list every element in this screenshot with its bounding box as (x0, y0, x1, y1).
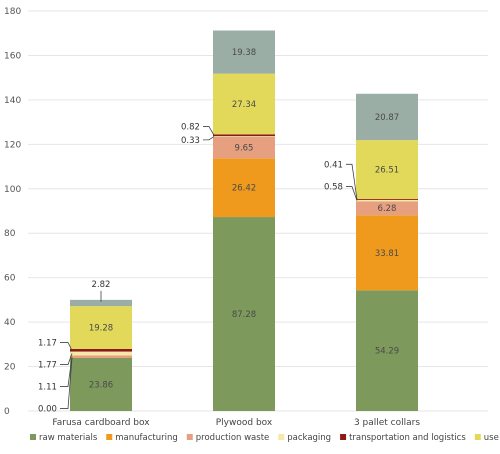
data-label: 9.65 (235, 144, 254, 154)
data-label: 1.77 (38, 361, 57, 371)
legend-swatch (186, 434, 193, 440)
y-tick-label: 40 (4, 318, 16, 328)
callout-line (60, 353, 73, 365)
data-label: 23.86 (89, 380, 113, 390)
bar-segment-manufacturing (356, 215, 418, 291)
callout-line (60, 357, 73, 409)
bars-layer (70, 30, 418, 411)
legend-swatch (474, 434, 481, 440)
data-label: 26.51 (375, 166, 399, 176)
x-category-label: Farusa cardboard box (52, 418, 150, 428)
data-label: 0.33 (181, 136, 200, 146)
data-label: 87.28 (232, 310, 256, 320)
legend-entry: packaging (287, 433, 331, 443)
y-tick-label: 80 (4, 229, 16, 239)
legend-entry: transportation and logistics (349, 433, 466, 443)
callout-line (203, 136, 215, 141)
callout-line (346, 186, 358, 201)
data-label: 33.81 (375, 249, 399, 259)
data-label: 0.41 (324, 160, 343, 170)
bar-segment-transportation-and-logistics (356, 199, 418, 200)
callout-line (346, 163, 358, 200)
y-tick-label: 100 (4, 185, 21, 195)
data-label: 19.38 (232, 48, 256, 58)
legend-entry: raw materials (39, 433, 98, 443)
bar-segment-manufacturing (213, 158, 275, 218)
callout-line (60, 356, 73, 387)
data-label: 27.34 (232, 100, 256, 110)
bar-segment-packaging (213, 136, 275, 137)
bar-segment-raw-materials (356, 290, 418, 411)
data-label: 0.58 (324, 183, 343, 193)
y-tick-label: 20 (4, 363, 16, 373)
data-label: 19.28 (89, 324, 113, 334)
bar-segment-production-waste (356, 201, 418, 216)
data-label: 20.87 (375, 113, 399, 123)
bar-segment-disposal (213, 30, 275, 74)
y-axis-ticks: 0 20 40 60 80 100 120 140 160 180 (4, 7, 21, 417)
bar-segment-production-waste (70, 355, 132, 358)
bar-segment-disposal (356, 93, 418, 141)
callout-line (60, 342, 73, 351)
callout-line (203, 126, 215, 136)
data-labels-layer: 23.86 19.28 0.00 1.11 1.77 1.17 2.82 87.28 26.42… (38, 48, 399, 415)
legend-swatch (30, 434, 36, 440)
x-axis-categories: Farusa cardboard box Plywood box 3 pallet … (52, 418, 420, 428)
legend-swatch (106, 434, 113, 440)
data-label: 2.82 (92, 280, 111, 290)
legend-entry: production waste (196, 433, 270, 443)
y-tick-label: 180 (4, 7, 21, 17)
data-label: 26.42 (232, 184, 256, 194)
legend-entry: use phase (484, 433, 500, 443)
data-label: 6.28 (378, 204, 397, 214)
bar-segment-disposal (70, 299, 132, 307)
y-tick-label: 0 (4, 407, 10, 417)
data-label: 1.17 (38, 339, 57, 349)
legend-entry: manufacturing (115, 433, 178, 443)
bar-segment-packaging (70, 351, 132, 356)
data-label: 0.00 (38, 405, 57, 415)
bar-segment-raw-materials (213, 217, 275, 411)
y-tick-label: 120 (4, 140, 21, 150)
legend-swatch (340, 434, 347, 440)
bar-segment-use-phase (356, 140, 418, 200)
data-label: 0.82 (181, 123, 200, 133)
legend-swatch (278, 434, 285, 440)
y-tick-label: 140 (4, 96, 21, 106)
bar-segment-use-phase (213, 73, 275, 135)
bar-segment-transportation-and-logistics (213, 134, 275, 137)
data-label: 1.11 (38, 383, 57, 393)
bar-segment-production-waste (213, 136, 275, 159)
bar-segment-raw-materials (70, 357, 132, 411)
legend: raw materials manufacturing production was… (30, 433, 500, 443)
bar-segment-packaging (356, 199, 418, 202)
bar-segment-transportation-and-logistics (70, 348, 132, 352)
x-category-label: 3 pallet collars (354, 418, 420, 428)
y-tick-label: 160 (4, 51, 21, 61)
bar-segment-use-phase (70, 306, 132, 349)
x-category-label: Plywood box (216, 418, 273, 428)
y-tick-label: 60 (4, 274, 16, 284)
data-label: 54.29 (375, 347, 399, 357)
